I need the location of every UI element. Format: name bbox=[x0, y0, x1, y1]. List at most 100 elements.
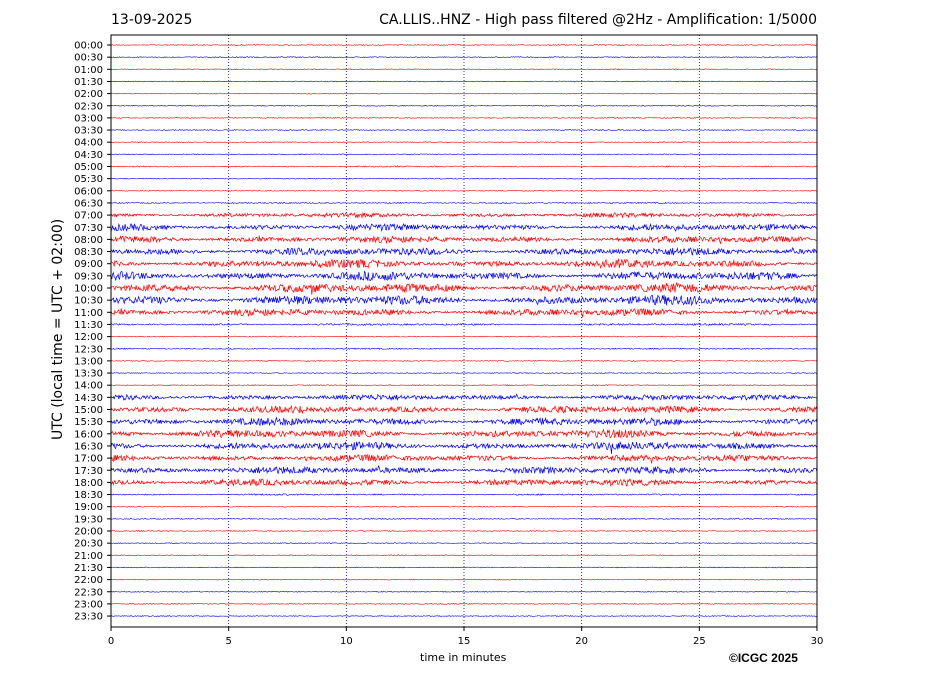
trace-2200 bbox=[110, 578, 818, 581]
y-tick-label: 02:30 bbox=[74, 101, 103, 112]
trace-1700 bbox=[110, 454, 818, 464]
trace-1030 bbox=[110, 294, 818, 306]
y-tick-label: 20:00 bbox=[74, 527, 103, 538]
x-tick-label: 25 bbox=[693, 636, 706, 647]
trace-1800 bbox=[110, 478, 818, 487]
trace-0030 bbox=[110, 56, 818, 59]
trace-1200 bbox=[110, 335, 818, 338]
x-tick-label: 5 bbox=[225, 636, 231, 647]
y-tick-label: 07:00 bbox=[74, 211, 103, 222]
trace-0630 bbox=[110, 201, 818, 205]
trace-layer bbox=[110, 44, 818, 617]
plot-frame bbox=[110, 34, 818, 628]
trace-0730 bbox=[110, 222, 818, 233]
trace-1330 bbox=[110, 372, 818, 374]
y-tick-label: 14:00 bbox=[74, 381, 103, 392]
y-tick-label: 21:00 bbox=[74, 551, 103, 562]
y-tick-label: 15:00 bbox=[74, 405, 103, 416]
y-tick-label: 12:30 bbox=[74, 344, 103, 355]
trace-0700 bbox=[110, 211, 818, 219]
x-tick-label: 10 bbox=[340, 636, 353, 647]
y-tick-label: 17:30 bbox=[74, 466, 103, 477]
y-tick-label: 15:30 bbox=[74, 417, 103, 428]
y-tick-label: 10:30 bbox=[74, 296, 103, 307]
trace-0600 bbox=[110, 189, 818, 192]
date-label: 13-09-2025 bbox=[111, 12, 193, 28]
y-tick-label: 00:00 bbox=[74, 41, 103, 52]
copyright-label: ©ICGC 2025 bbox=[729, 651, 798, 665]
trace-1400 bbox=[110, 384, 818, 387]
y-tick-label: 05:00 bbox=[74, 162, 103, 173]
y-tick-label: 13:30 bbox=[74, 369, 103, 380]
y-tick-label: 13:00 bbox=[74, 356, 103, 367]
x-tick-label: 15 bbox=[458, 636, 471, 647]
trace-0430 bbox=[110, 153, 818, 156]
trace-1100 bbox=[110, 307, 818, 318]
trace-0130 bbox=[110, 80, 818, 83]
y-tick-label: 02:00 bbox=[74, 89, 103, 100]
y-tick-label: 22:00 bbox=[74, 575, 103, 586]
y-tick-label: 18:00 bbox=[74, 478, 103, 489]
trace-2100 bbox=[110, 554, 818, 557]
trace-2230 bbox=[110, 590, 818, 593]
y-tick-label: 01:30 bbox=[74, 77, 103, 88]
y-tick-label: 19:30 bbox=[74, 514, 103, 525]
y-tick-label: 11:30 bbox=[74, 320, 103, 331]
grid-layer bbox=[228, 35, 700, 627]
y-axis-label: UTC (local time = UTC + 02:00) bbox=[50, 218, 66, 440]
trace-0330 bbox=[110, 128, 818, 131]
y-tick-label: 10:00 bbox=[74, 284, 103, 295]
y-tick-label: 03:30 bbox=[74, 126, 103, 137]
y-tick-label: 17:00 bbox=[74, 454, 103, 465]
y-tick-label: 22:30 bbox=[74, 587, 103, 598]
y-tick-label: 18:30 bbox=[74, 490, 103, 501]
trace-1900 bbox=[110, 505, 818, 508]
trace-0800 bbox=[110, 235, 818, 245]
y-tick-label: 03:00 bbox=[74, 113, 103, 124]
y-tick-label: 04:30 bbox=[74, 150, 103, 161]
x-tick-layer: 0 5 10 15 20 25 30 bbox=[108, 627, 824, 647]
y-tick-label: 04:00 bbox=[74, 138, 103, 149]
trace-0830 bbox=[110, 246, 818, 257]
y-tick-label: 16:30 bbox=[74, 441, 103, 452]
trace-1600 bbox=[110, 428, 818, 439]
y-tick-label: 23:00 bbox=[74, 599, 103, 610]
x-tick-label: 20 bbox=[575, 636, 588, 647]
y-tick-label: 09:00 bbox=[74, 259, 103, 270]
trace-1930 bbox=[110, 517, 818, 520]
x-tick-label: 30 bbox=[811, 636, 824, 647]
trace-2300 bbox=[110, 603, 818, 605]
y-tick-label: 06:30 bbox=[74, 198, 103, 209]
trace-1230 bbox=[110, 347, 818, 350]
y-tick-label: 08:30 bbox=[74, 247, 103, 258]
y-tick-label: 01:00 bbox=[74, 65, 103, 76]
trace-1530 bbox=[110, 416, 818, 427]
trace-2330 bbox=[110, 615, 818, 617]
y-tick-label: 00:30 bbox=[74, 53, 103, 64]
trace-0530 bbox=[110, 177, 818, 180]
trace-1630 bbox=[110, 440, 818, 455]
y-tick-label: 19:00 bbox=[74, 502, 103, 513]
y-tick-label: 06:00 bbox=[74, 186, 103, 197]
y-tick-label: 08:00 bbox=[74, 235, 103, 246]
trace-2130 bbox=[110, 566, 818, 569]
trace-2030 bbox=[110, 542, 817, 545]
trace-0930 bbox=[110, 270, 818, 282]
trace-0400 bbox=[110, 141, 818, 144]
y-tick-label: 14:30 bbox=[74, 393, 103, 404]
y-tick-label: 23:30 bbox=[74, 612, 103, 623]
trace-1300 bbox=[110, 360, 818, 362]
trace-0900 bbox=[110, 258, 818, 269]
trace-0300 bbox=[110, 117, 818, 119]
y-tick-label: 16:00 bbox=[74, 429, 103, 440]
y-tick-label: 20:30 bbox=[74, 539, 103, 550]
x-axis-label: time in minutes bbox=[420, 651, 507, 664]
trace-1830 bbox=[110, 493, 818, 496]
trace-1130 bbox=[110, 322, 818, 327]
trace-0500 bbox=[110, 165, 818, 168]
y-tick-label: 11:00 bbox=[74, 308, 103, 319]
trace-0100 bbox=[110, 68, 818, 71]
trace-0200 bbox=[110, 92, 818, 95]
